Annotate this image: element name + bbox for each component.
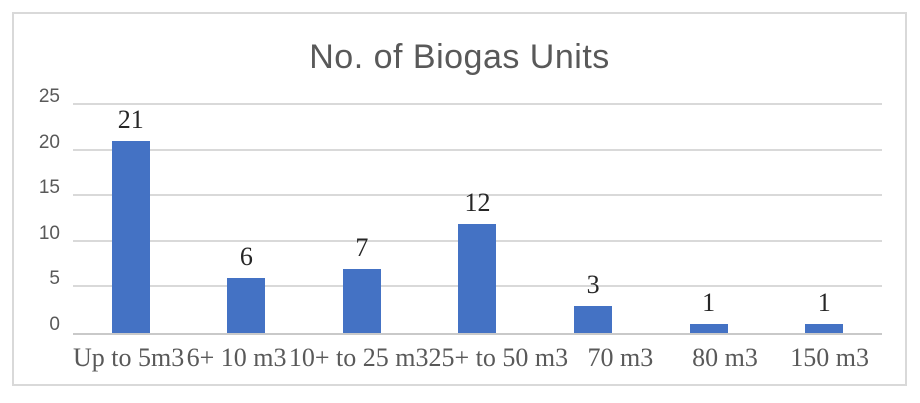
bar-150 m3 [805, 323, 844, 333]
bar-slot: 1 [766, 105, 882, 333]
bar-value-label: 21 [117, 105, 144, 135]
bar-10+ to 25 m3 [342, 269, 381, 333]
chart-title: No. of Biogas Units [309, 38, 610, 76]
x-axis-category-labels: Up to 5m3 6+ 10 m3 10+ to 25 m3 25+ to 50 m… [73, 343, 882, 379]
category-label: 6+ 10 m3 [186, 343, 287, 372]
gridline [73, 194, 882, 197]
bar-value-label: 1 [817, 287, 831, 317]
y-tick-label: 15 [38, 177, 60, 199]
category-slot: 150 m3 [777, 343, 882, 379]
category-label: 80 m3 [692, 343, 758, 372]
chart-frame: No. of Biogas Units 0 5 10 15 20 25 21 6 7 12 3 1 1… [12, 12, 907, 386]
bar-slot: 7 [304, 105, 420, 333]
y-axis-tick-labels: 0 5 10 15 20 25 [14, 86, 60, 335]
bar-25+ to 50 m3 [458, 223, 497, 333]
bar-value-label: 3 [586, 269, 600, 299]
bar-value-label: 6 [239, 242, 253, 272]
category-slot: 6+ 10 m3 [184, 343, 289, 379]
category-label: 150 m3 [790, 343, 870, 372]
category-label: 10+ to 25 m3 [288, 343, 429, 372]
category-label: 25+ to 50 m3 [428, 343, 569, 372]
bar-slot: 12 [420, 105, 536, 333]
y-tick-label: 25 [38, 86, 60, 107]
category-slot: 10+ to 25 m3 [289, 343, 429, 379]
category-slot: 80 m3 [673, 343, 778, 379]
category-slot: 70 m3 [568, 343, 673, 379]
bar-70 m3 [574, 305, 613, 333]
category-label: Up to 5m3 [73, 343, 185, 372]
bar-slot: 21 [73, 105, 189, 333]
bar-6+ 10 m3 [227, 278, 266, 333]
bar-Up to 5m3 [111, 141, 150, 333]
gridline [73, 148, 882, 151]
category-label: 70 m3 [587, 343, 654, 372]
bar-80 m3 [689, 323, 728, 333]
y-tick-label: 20 [38, 131, 60, 153]
bar-slot: 6 [189, 105, 305, 333]
gridline [73, 103, 882, 105]
bar-slot: 1 [651, 105, 767, 333]
y-tick-label: 0 [49, 314, 60, 335]
y-tick-label: 10 [38, 222, 60, 244]
bar-value-label: 12 [464, 187, 491, 217]
plot-area: 21 6 7 12 3 1 1 [73, 103, 882, 335]
y-tick-label: 5 [49, 268, 60, 290]
bar-value-label: 1 [702, 287, 716, 317]
bar-slot: 3 [535, 105, 651, 333]
category-slot: Up to 5m3 [73, 343, 184, 379]
category-slot: 25+ to 50 m3 [428, 343, 568, 379]
bar-value-label: 7 [355, 233, 369, 263]
